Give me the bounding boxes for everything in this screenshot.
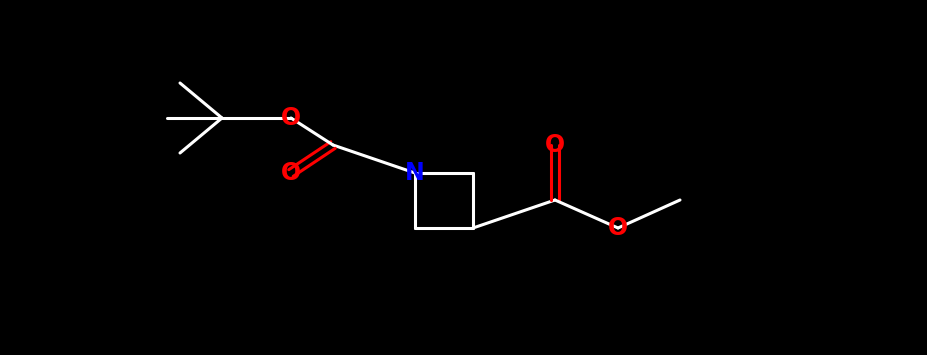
Text: O: O: [607, 216, 628, 240]
Text: O: O: [281, 106, 300, 130]
Text: O: O: [281, 161, 300, 185]
Text: N: N: [405, 161, 425, 185]
Text: O: O: [544, 133, 565, 157]
